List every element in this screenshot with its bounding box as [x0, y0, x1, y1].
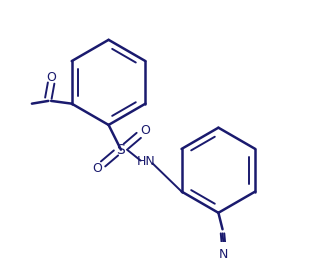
- Text: O: O: [92, 162, 102, 175]
- Text: O: O: [46, 70, 56, 83]
- Text: S: S: [117, 143, 125, 157]
- Text: HN: HN: [136, 155, 155, 169]
- Text: N: N: [219, 248, 228, 259]
- Text: O: O: [140, 124, 150, 137]
